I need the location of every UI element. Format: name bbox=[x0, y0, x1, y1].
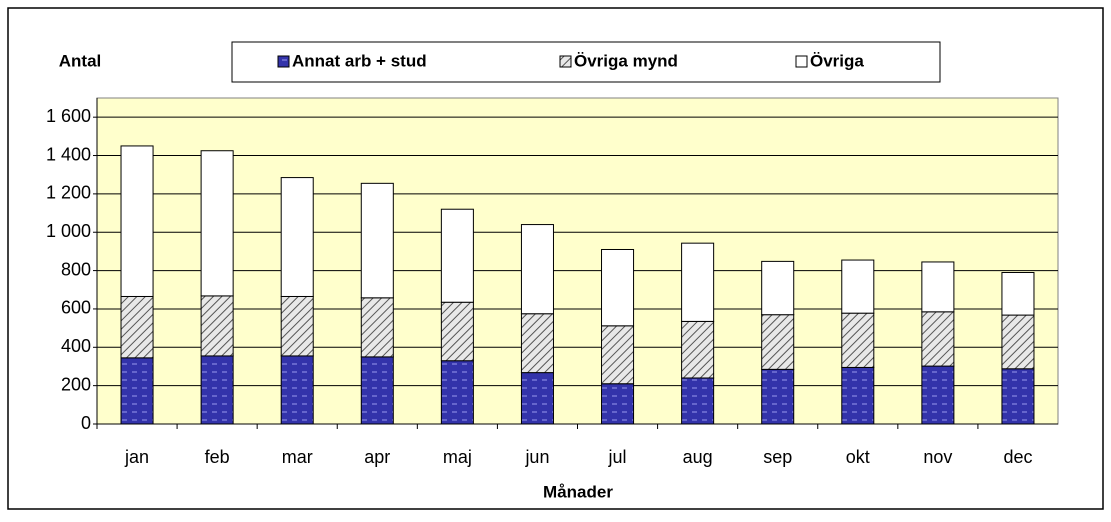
x-tick-label: jan bbox=[124, 447, 149, 467]
plot-area bbox=[96, 97, 1059, 425]
bar-segment bbox=[280, 177, 314, 297]
bar-segment bbox=[921, 311, 955, 367]
bar-segment bbox=[681, 377, 715, 425]
y-tick-label: 1 000 bbox=[46, 221, 91, 241]
y-tick-label: 600 bbox=[61, 298, 91, 318]
bar-segment bbox=[681, 242, 715, 322]
y-axis-title: Antal bbox=[59, 51, 102, 70]
y-tick-label: 200 bbox=[61, 374, 91, 394]
y-tick-label: 400 bbox=[61, 336, 91, 356]
bar-segment bbox=[280, 295, 314, 357]
legend-swatch bbox=[277, 55, 290, 68]
bar-segment bbox=[360, 182, 394, 299]
bar-segment bbox=[1001, 272, 1035, 316]
legend-label: Annat arb + stud bbox=[292, 51, 427, 70]
bar-segment bbox=[1001, 368, 1035, 425]
bar-segment bbox=[200, 355, 234, 425]
y-tick-label: 1 200 bbox=[46, 183, 91, 203]
bar-segment bbox=[761, 260, 795, 316]
bar-segment bbox=[681, 320, 715, 379]
bar-segment bbox=[921, 261, 955, 313]
bar-segment bbox=[601, 383, 635, 425]
bar-segment bbox=[440, 360, 474, 425]
bar-segment bbox=[360, 356, 394, 425]
bar-segment bbox=[280, 355, 314, 425]
bar-segment bbox=[120, 145, 154, 297]
bar-segment bbox=[200, 295, 234, 357]
x-tick-label: mar bbox=[282, 447, 313, 467]
bar-segment bbox=[200, 150, 234, 297]
bar-segment bbox=[1001, 314, 1035, 370]
bar-segment bbox=[520, 313, 554, 374]
bar-segment bbox=[520, 372, 554, 425]
bar-segment bbox=[440, 208, 474, 303]
bar-segment bbox=[601, 248, 635, 327]
x-tick-label: nov bbox=[923, 447, 952, 467]
x-tick-label: sep bbox=[763, 447, 792, 467]
bar-segment bbox=[520, 224, 554, 315]
y-tick-label: 0 bbox=[81, 413, 91, 433]
x-tick-label: feb bbox=[205, 447, 230, 467]
bar-segment bbox=[841, 259, 875, 314]
x-tick-label: maj bbox=[443, 447, 472, 467]
y-tick-label: 1 600 bbox=[46, 106, 91, 126]
legend-box bbox=[231, 41, 941, 83]
legend-swatch bbox=[795, 55, 808, 68]
y-tick-label: 1 400 bbox=[46, 144, 91, 164]
bar-segment bbox=[120, 357, 154, 425]
bar-segment bbox=[761, 368, 795, 425]
bar-segment bbox=[601, 325, 635, 385]
bar-segment bbox=[841, 312, 875, 368]
bar-segment bbox=[120, 295, 154, 359]
x-tick-label: okt bbox=[846, 447, 870, 467]
x-tick-label: apr bbox=[364, 447, 390, 467]
legend-label: Övriga bbox=[810, 51, 864, 70]
bar-segment bbox=[921, 365, 955, 425]
x-tick-label: aug bbox=[683, 447, 713, 467]
x-axis-title: Månader bbox=[543, 482, 613, 501]
x-tick-label: dec bbox=[1003, 447, 1032, 467]
legend-label: Övriga mynd bbox=[574, 51, 678, 70]
bar-segment bbox=[761, 314, 795, 370]
bar-segment bbox=[440, 301, 474, 362]
x-tick-label: jul bbox=[608, 447, 627, 467]
bar-segment bbox=[360, 297, 394, 358]
legend-swatch bbox=[559, 55, 572, 68]
y-tick-label: 800 bbox=[61, 259, 91, 279]
bar-segment bbox=[841, 366, 875, 425]
x-tick-label: jun bbox=[524, 447, 549, 467]
